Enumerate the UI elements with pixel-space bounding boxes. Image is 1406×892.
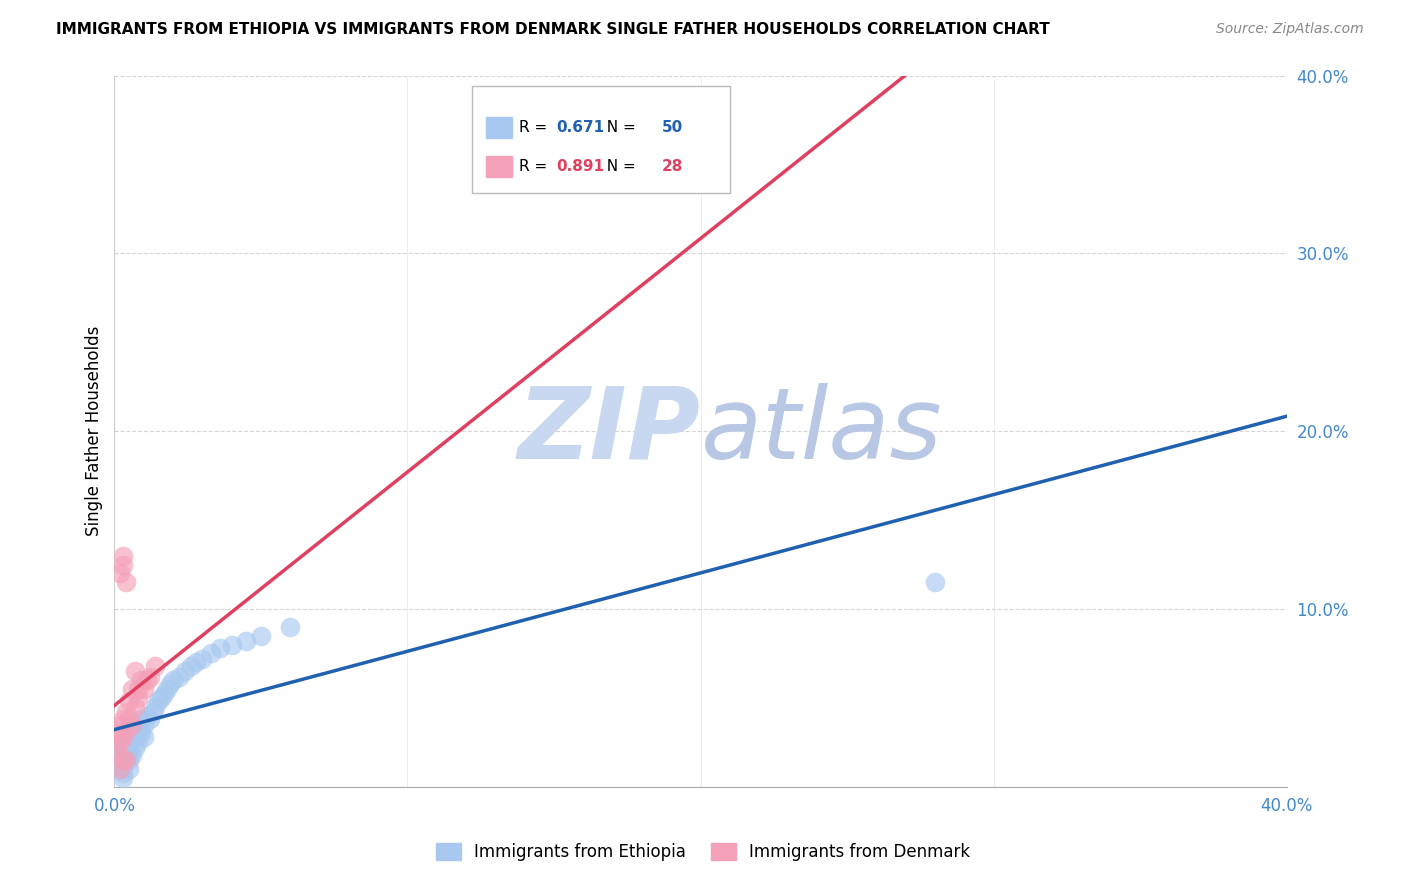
Point: [112, 753, 135, 767]
Point: [121, 747, 143, 762]
Point: [124, 740, 146, 755]
Point: [110, 717, 132, 731]
Point: [148, 694, 170, 708]
Point: [112, 712, 135, 726]
Point: [235, 634, 257, 648]
Point: [124, 730, 146, 744]
Point: [105, 726, 128, 740]
Point: [118, 744, 141, 758]
Point: [112, 735, 135, 749]
Point: [138, 712, 160, 726]
Point: [112, 771, 135, 785]
Text: R =: R =: [519, 159, 553, 174]
Point: [115, 723, 138, 737]
Point: [112, 730, 135, 744]
Point: [924, 575, 946, 590]
Point: [115, 744, 138, 758]
Point: [115, 705, 138, 719]
Text: atlas: atlas: [700, 383, 942, 480]
Point: [129, 712, 152, 726]
Point: [129, 726, 152, 740]
Text: ZIP: ZIP: [517, 383, 700, 480]
Point: [118, 694, 141, 708]
Point: [121, 681, 143, 696]
Point: [110, 735, 132, 749]
Point: [135, 708, 157, 723]
Point: [121, 726, 143, 740]
Point: [129, 673, 152, 687]
Point: [105, 744, 128, 758]
Point: [115, 753, 138, 767]
Point: [118, 712, 141, 726]
Point: [110, 762, 132, 776]
Point: [115, 753, 138, 767]
Text: R =: R =: [519, 120, 553, 135]
Point: [180, 659, 202, 673]
Point: [118, 762, 141, 776]
Point: [127, 735, 149, 749]
Point: [121, 717, 143, 731]
Point: [115, 575, 138, 590]
Point: [127, 723, 149, 737]
Point: [250, 629, 273, 643]
Point: [118, 735, 141, 749]
Point: [278, 620, 301, 634]
Point: [208, 641, 231, 656]
Text: 0.671: 0.671: [557, 120, 605, 135]
Point: [132, 681, 155, 696]
Text: 50: 50: [662, 120, 683, 135]
Point: [115, 730, 138, 744]
Point: [132, 717, 155, 731]
Text: N =: N =: [598, 159, 641, 174]
Bar: [486, 117, 512, 138]
Point: [186, 656, 208, 670]
Point: [159, 676, 181, 690]
Point: [153, 687, 176, 701]
Point: [132, 730, 155, 744]
Point: [145, 659, 167, 673]
Point: [110, 740, 132, 755]
Text: 28: 28: [662, 159, 683, 174]
Y-axis label: Single Father Households: Single Father Households: [86, 326, 103, 536]
FancyBboxPatch shape: [472, 87, 730, 193]
Point: [112, 758, 135, 772]
Point: [110, 762, 132, 776]
Point: [135, 673, 157, 687]
Point: [173, 665, 195, 679]
Point: [105, 753, 128, 767]
Bar: [486, 156, 512, 178]
Point: [105, 744, 128, 758]
Point: [112, 747, 135, 762]
Point: [112, 765, 135, 780]
Point: [124, 665, 146, 679]
Point: [112, 549, 135, 563]
Point: [150, 690, 173, 705]
Point: [162, 673, 184, 687]
Point: [112, 558, 135, 572]
Point: [167, 670, 190, 684]
Point: [145, 699, 167, 714]
Point: [200, 647, 222, 661]
Point: [127, 681, 149, 696]
Point: [124, 717, 146, 731]
Legend: Immigrants from Ethiopia, Immigrants from Denmark: Immigrants from Ethiopia, Immigrants fro…: [429, 836, 977, 868]
Point: [110, 566, 132, 581]
Point: [156, 681, 179, 696]
Text: Source: ZipAtlas.com: Source: ZipAtlas.com: [1216, 22, 1364, 37]
Text: N =: N =: [598, 120, 641, 135]
Point: [138, 670, 160, 684]
Point: [124, 699, 146, 714]
Point: [118, 753, 141, 767]
Point: [127, 690, 149, 705]
Text: 0.891: 0.891: [557, 159, 605, 174]
Point: [221, 638, 243, 652]
Point: [191, 652, 214, 666]
Point: [110, 747, 132, 762]
Text: IMMIGRANTS FROM ETHIOPIA VS IMMIGRANTS FROM DENMARK SINGLE FATHER HOUSEHOLDS COR: IMMIGRANTS FROM ETHIOPIA VS IMMIGRANTS F…: [56, 22, 1050, 37]
Point: [141, 705, 163, 719]
